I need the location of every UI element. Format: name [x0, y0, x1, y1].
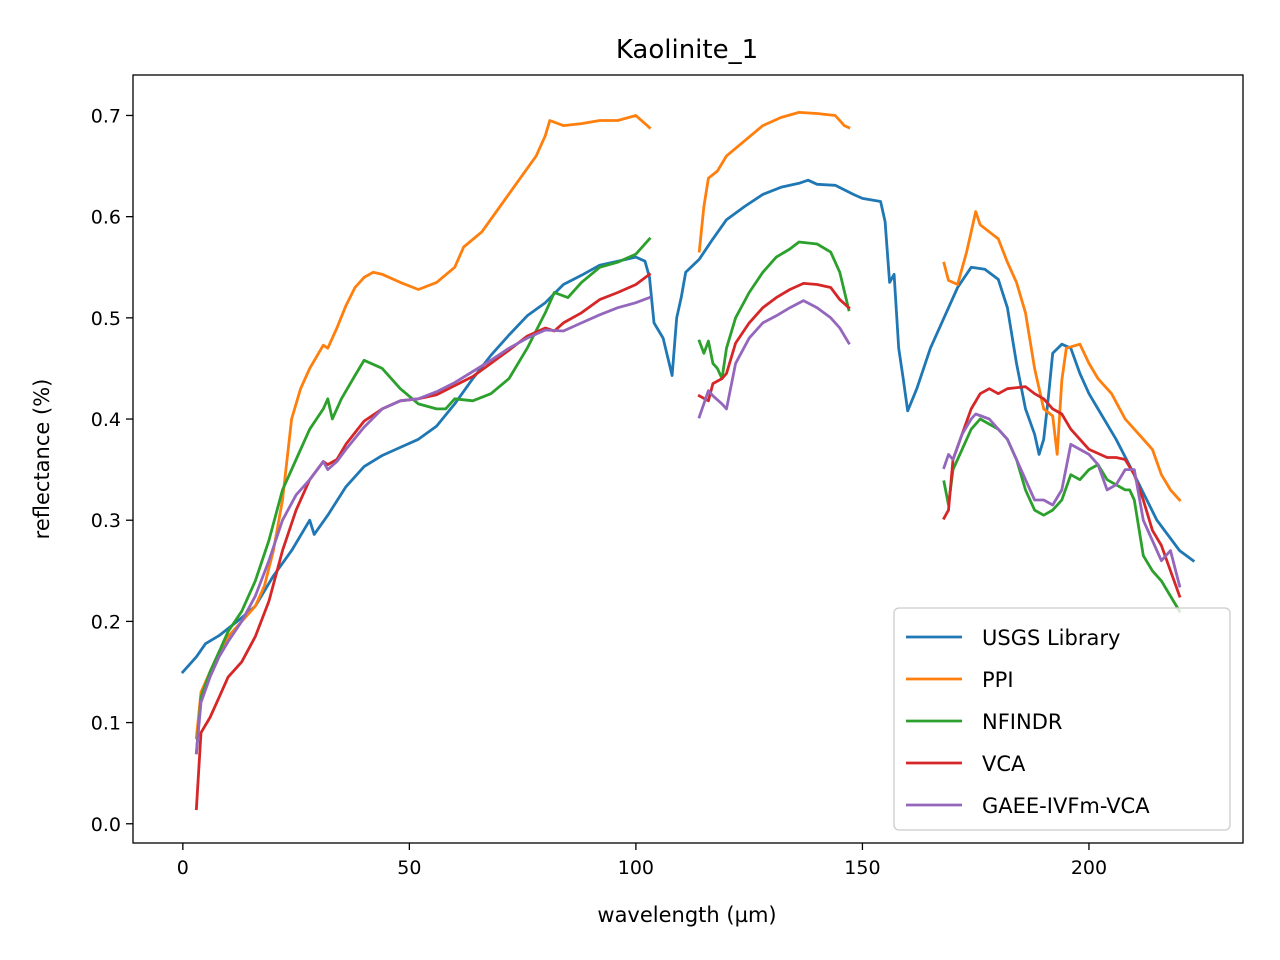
legend-label: NFINDR [982, 710, 1062, 734]
legend-label: PPI [982, 668, 1014, 692]
series-line [194, 114, 652, 740]
series-gaee-ivfm-vca [194, 295, 1182, 755]
series-nfindr [194, 236, 1182, 755]
series-line [942, 210, 1182, 502]
y-tick-label: 0.0 [91, 814, 121, 836]
series-line [697, 111, 851, 253]
chart-title: Kaolinite_1 [616, 35, 758, 65]
series-line [194, 272, 652, 811]
series-layer [180, 111, 1196, 811]
series-line [697, 299, 851, 419]
series-line [942, 417, 1182, 614]
series-line [180, 178, 1196, 674]
y-tick-label: 0.2 [91, 611, 121, 633]
series-line [942, 385, 1182, 598]
series-line [194, 236, 652, 755]
legend-item: VCA [906, 752, 1026, 776]
legend: USGS Library PPI NFINDR VCA GAEE-IVFm-VCA [893, 607, 1231, 831]
series-line [942, 412, 1182, 588]
x-axis: 0 50 100 150 200 [177, 843, 1107, 879]
series-line [697, 240, 851, 381]
series-usgs-library [180, 178, 1196, 674]
x-tick-label: 50 [397, 857, 421, 879]
series-line [194, 295, 652, 755]
x-tick-label: 100 [618, 857, 654, 879]
y-tick-label: 0.7 [91, 105, 121, 127]
x-tick-label: 150 [844, 857, 880, 879]
legend-label: GAEE-IVFm-VCA [982, 794, 1150, 818]
y-tick-label: 0.3 [91, 510, 121, 532]
plot-frame [132, 74, 1244, 844]
y-tick-label: 0.1 [91, 713, 121, 735]
series-ppi [194, 111, 1182, 740]
series-line [697, 281, 851, 403]
legend-item: NFINDR [906, 710, 1062, 734]
x-tick-label: 200 [1071, 857, 1107, 879]
legend-label: VCA [982, 752, 1026, 776]
legend-item: USGS Library [906, 626, 1120, 650]
legend-label: USGS Library [982, 626, 1120, 650]
legend-item: PPI [906, 668, 1014, 692]
x-axis-label: wavelength (µm) [597, 903, 776, 927]
y-tick-label: 0.5 [91, 308, 121, 330]
y-axis: 0.0 0.1 0.2 0.3 0.4 0.5 0.6 0.7 [91, 105, 133, 836]
y-tick-label: 0.4 [91, 409, 121, 431]
y-tick-label: 0.6 [91, 207, 121, 229]
y-axis-label: reflectance (%) [30, 379, 54, 540]
x-tick-label: 0 [177, 857, 189, 879]
legend-item: GAEE-IVFm-VCA [906, 794, 1150, 818]
legend-box [893, 607, 1231, 831]
